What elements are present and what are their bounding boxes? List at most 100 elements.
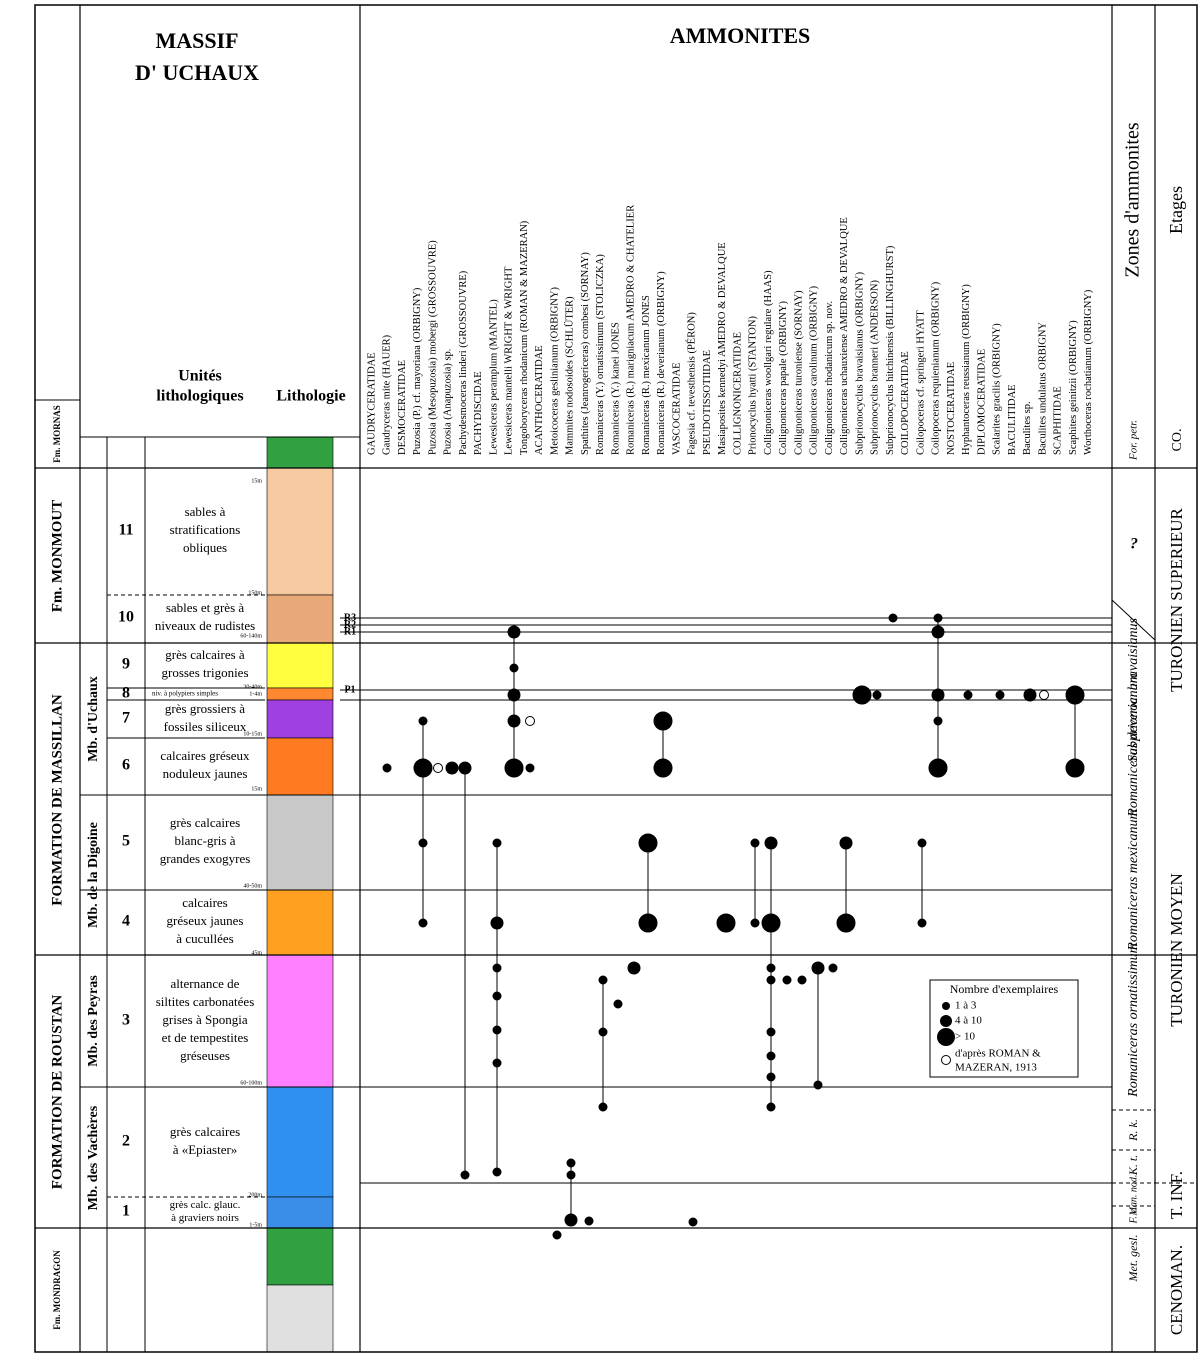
- occurrence: [418, 838, 428, 848]
- unit-number: 11: [118, 522, 133, 539]
- occurrence: [507, 625, 521, 639]
- legend-item: 1 à 3: [955, 1000, 977, 1012]
- formation: Fm. MONDRAGON: [52, 1250, 62, 1330]
- occurrence: [1065, 758, 1085, 778]
- zone: Met. gesl.: [1126, 1235, 1140, 1283]
- ammonites-header: AMMONITES: [670, 23, 811, 48]
- taxon: Subprionocyclus hitchinensis (BILLINGHUR…: [885, 245, 896, 455]
- occurrence: [525, 763, 535, 773]
- taxon: Romaniceras (Y.) ornatissimum (STOLICZKA…: [595, 254, 606, 455]
- unit-description: niv. à polypiers simples: [152, 690, 218, 698]
- taxon: DIPLOMOCERATIDAE: [976, 349, 987, 455]
- occurrence: [507, 714, 521, 728]
- occurrence: [418, 716, 428, 726]
- occurrence: [638, 833, 658, 853]
- occurrence: [458, 761, 472, 775]
- unit-description: sables à: [185, 504, 226, 519]
- member: Mb. d'Uchaux: [86, 676, 101, 762]
- lithology-band: [266, 642, 334, 689]
- occurrence: [931, 688, 945, 702]
- occurrence: [598, 1102, 608, 1112]
- frame: [34, 4, 1198, 1353]
- occurrence: [598, 975, 608, 985]
- occurrence: [766, 1072, 776, 1082]
- occurrence: [507, 688, 521, 702]
- taxon: Tongoboryceras rhodanicum (ROMAN & MAZER…: [519, 220, 530, 455]
- thickness-label: 1-4m: [249, 691, 262, 697]
- taxon: Subprionocyclus branneri (ANDERSON): [870, 280, 881, 455]
- taxon: Puzosia (Anapuzosia) sp.: [443, 349, 454, 455]
- taxon: Pachydesmoceras linderi (GROSSOUVRE): [458, 270, 469, 455]
- occurrence: [492, 991, 502, 1001]
- lithology-band: [266, 467, 334, 596]
- taxon: BACULITIDAE: [1007, 384, 1018, 455]
- unit-description: gréseux jaunes: [167, 913, 244, 928]
- formation: Fm. MORNAS: [52, 405, 62, 463]
- occurrence: [888, 613, 898, 623]
- taxon: Romaniceras (Y.) kanei JONES: [610, 322, 621, 455]
- stage: CO.: [1170, 429, 1185, 452]
- occurrence: [933, 613, 943, 623]
- taxon: Lewesiceras peramplum (MANTEL): [488, 299, 499, 455]
- taxon: Hyphantoceras reussianum (ORBIGNY): [961, 284, 972, 455]
- units-header: lithologiques: [156, 388, 243, 405]
- lithology-band: [266, 1284, 334, 1353]
- unit-number: 2: [122, 1133, 130, 1150]
- occurrence: [766, 1102, 776, 1112]
- taxon: Worthoceras rochatianum (ORBIGNY): [1083, 289, 1094, 455]
- unit-description: à «Epiaster»: [173, 1142, 238, 1157]
- member: Mb. des Peyras: [86, 975, 101, 1067]
- taxon: Baculites sp.: [1022, 401, 1033, 455]
- occurrence: [811, 961, 825, 975]
- unit-description: stratifications: [170, 522, 241, 537]
- legend-item: d'après ROMAN &: [955, 1048, 1041, 1060]
- lithology-band: [266, 1086, 334, 1198]
- taxon: DESMOCERATIDAE: [397, 360, 408, 455]
- occurrence: [782, 975, 792, 985]
- occurrence: [797, 975, 807, 985]
- unit-description: grosses trigonies: [161, 665, 248, 680]
- occurrence: [750, 838, 760, 848]
- rule: [1111, 599, 1156, 641]
- taxon: Collignoniceras papale (ORBIGNY): [778, 301, 789, 455]
- title: D' UCHAUX: [135, 60, 259, 85]
- thickness-label: 60-140m: [240, 633, 262, 639]
- zone: ?: [1130, 536, 1138, 553]
- occurrence: [766, 1027, 776, 1037]
- occurrence: [382, 763, 392, 773]
- occurrence: [413, 758, 433, 778]
- unit-description: à graviers noirs: [171, 1212, 239, 1224]
- legend-dot: [940, 1015, 952, 1027]
- occurrence: [766, 975, 776, 985]
- occurrence: [584, 1216, 594, 1226]
- occurrence: [492, 1167, 502, 1177]
- thickness-label: 200m: [248, 1192, 262, 1198]
- taxon: Coilopoceras requienianum (ORBIGNY): [931, 281, 942, 455]
- units-header: Unités: [178, 368, 222, 385]
- unit-description: sables et grès à: [166, 600, 245, 615]
- lithology-band: [266, 594, 334, 644]
- unit-description: grandes exogyres: [160, 851, 251, 866]
- lithology-band: [266, 436, 334, 469]
- formation: FORMATION DE MASSILLAN: [49, 694, 65, 906]
- zone: R. k.: [1126, 1119, 1140, 1142]
- occurrence: [653, 711, 673, 731]
- taxon: Puzosia (Mesopuzosia) mobergi (GROSSOUVR…: [427, 240, 438, 455]
- occurrence: [761, 913, 781, 933]
- occurrence: [836, 913, 856, 933]
- taxon: Collignoniceras rhodanicum sp. nov.: [824, 301, 835, 455]
- zone: Man. nod.: [1128, 1175, 1139, 1217]
- taxon: Subprionocyclus bravaisianus (ORBIGNY): [854, 271, 865, 455]
- taxon: Collignoniceras turoniense (SORNAY): [793, 290, 804, 455]
- thickness-label: 15m: [251, 786, 262, 792]
- occurrence: [917, 838, 927, 848]
- occurrence: [750, 918, 760, 928]
- unit-description: calcaires: [182, 895, 227, 910]
- level-label: P1: [344, 684, 355, 695]
- stage: CENOMAN.: [1167, 1245, 1186, 1335]
- taxon: Scalarites gracilis (ORBIGNY): [992, 323, 1003, 455]
- taxon: PSEUDOTISSOTIIDAE: [702, 350, 713, 455]
- taxon: Masiaposites kennedyi AMEDRO & DEVALQUE: [717, 242, 728, 455]
- occurrence: [716, 913, 736, 933]
